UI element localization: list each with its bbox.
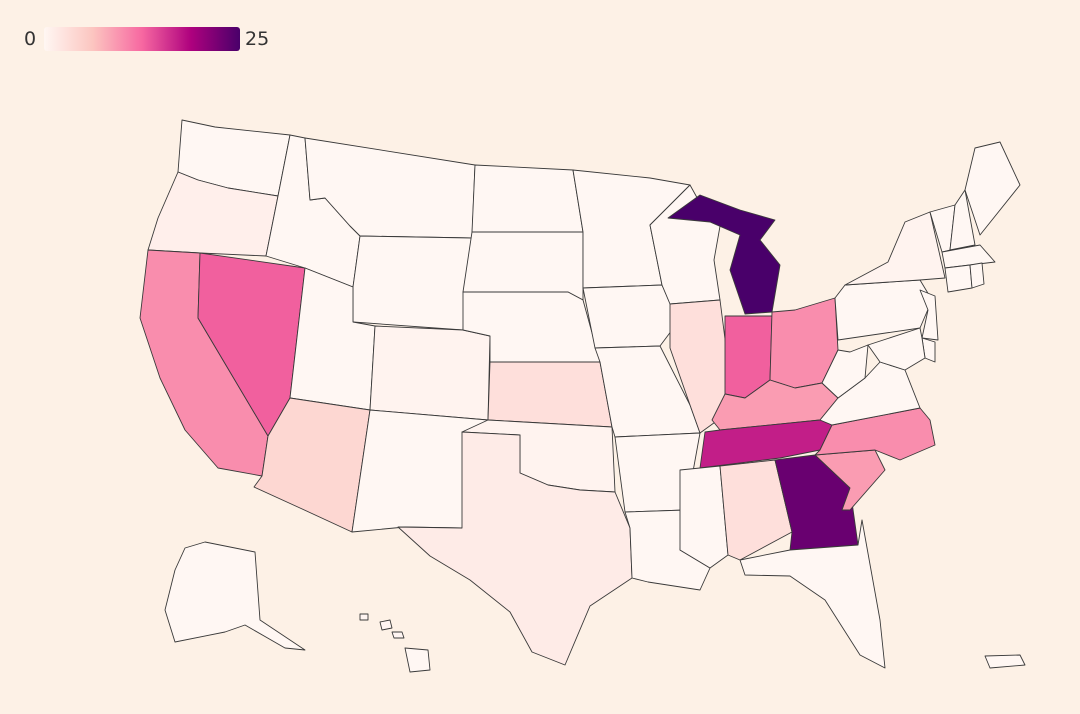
state-ct — [944, 264, 973, 293]
state-md — [867, 327, 926, 371]
state-nj — [919, 289, 939, 341]
legend-max-label: 25 — [245, 28, 270, 50]
state-nd — [471, 164, 584, 233]
legend-min-label: 0 — [24, 28, 37, 50]
state-nc — [814, 407, 936, 461]
legend-gradient-bar — [44, 27, 240, 51]
state-fl — [739, 519, 886, 669]
state-me — [964, 141, 1021, 236]
state-il — [669, 299, 731, 434]
state-al — [719, 459, 793, 561]
state-ks — [487, 361, 613, 428]
state-nh — [949, 189, 976, 251]
state-tx — [397, 431, 633, 666]
state-ny — [844, 211, 946, 286]
state-hi — [404, 647, 431, 673]
state-sd — [462, 231, 584, 301]
state-ma — [941, 244, 996, 269]
state-ri — [969, 262, 985, 289]
state-pr — [984, 654, 1026, 669]
state-co — [369, 325, 491, 421]
state-ak — [164, 541, 306, 651]
map-islands — [359, 613, 405, 639]
state-mi — [667, 194, 781, 315]
state-ms — [679, 465, 729, 569]
state-wy — [352, 235, 473, 331]
state-ia — [582, 284, 679, 349]
